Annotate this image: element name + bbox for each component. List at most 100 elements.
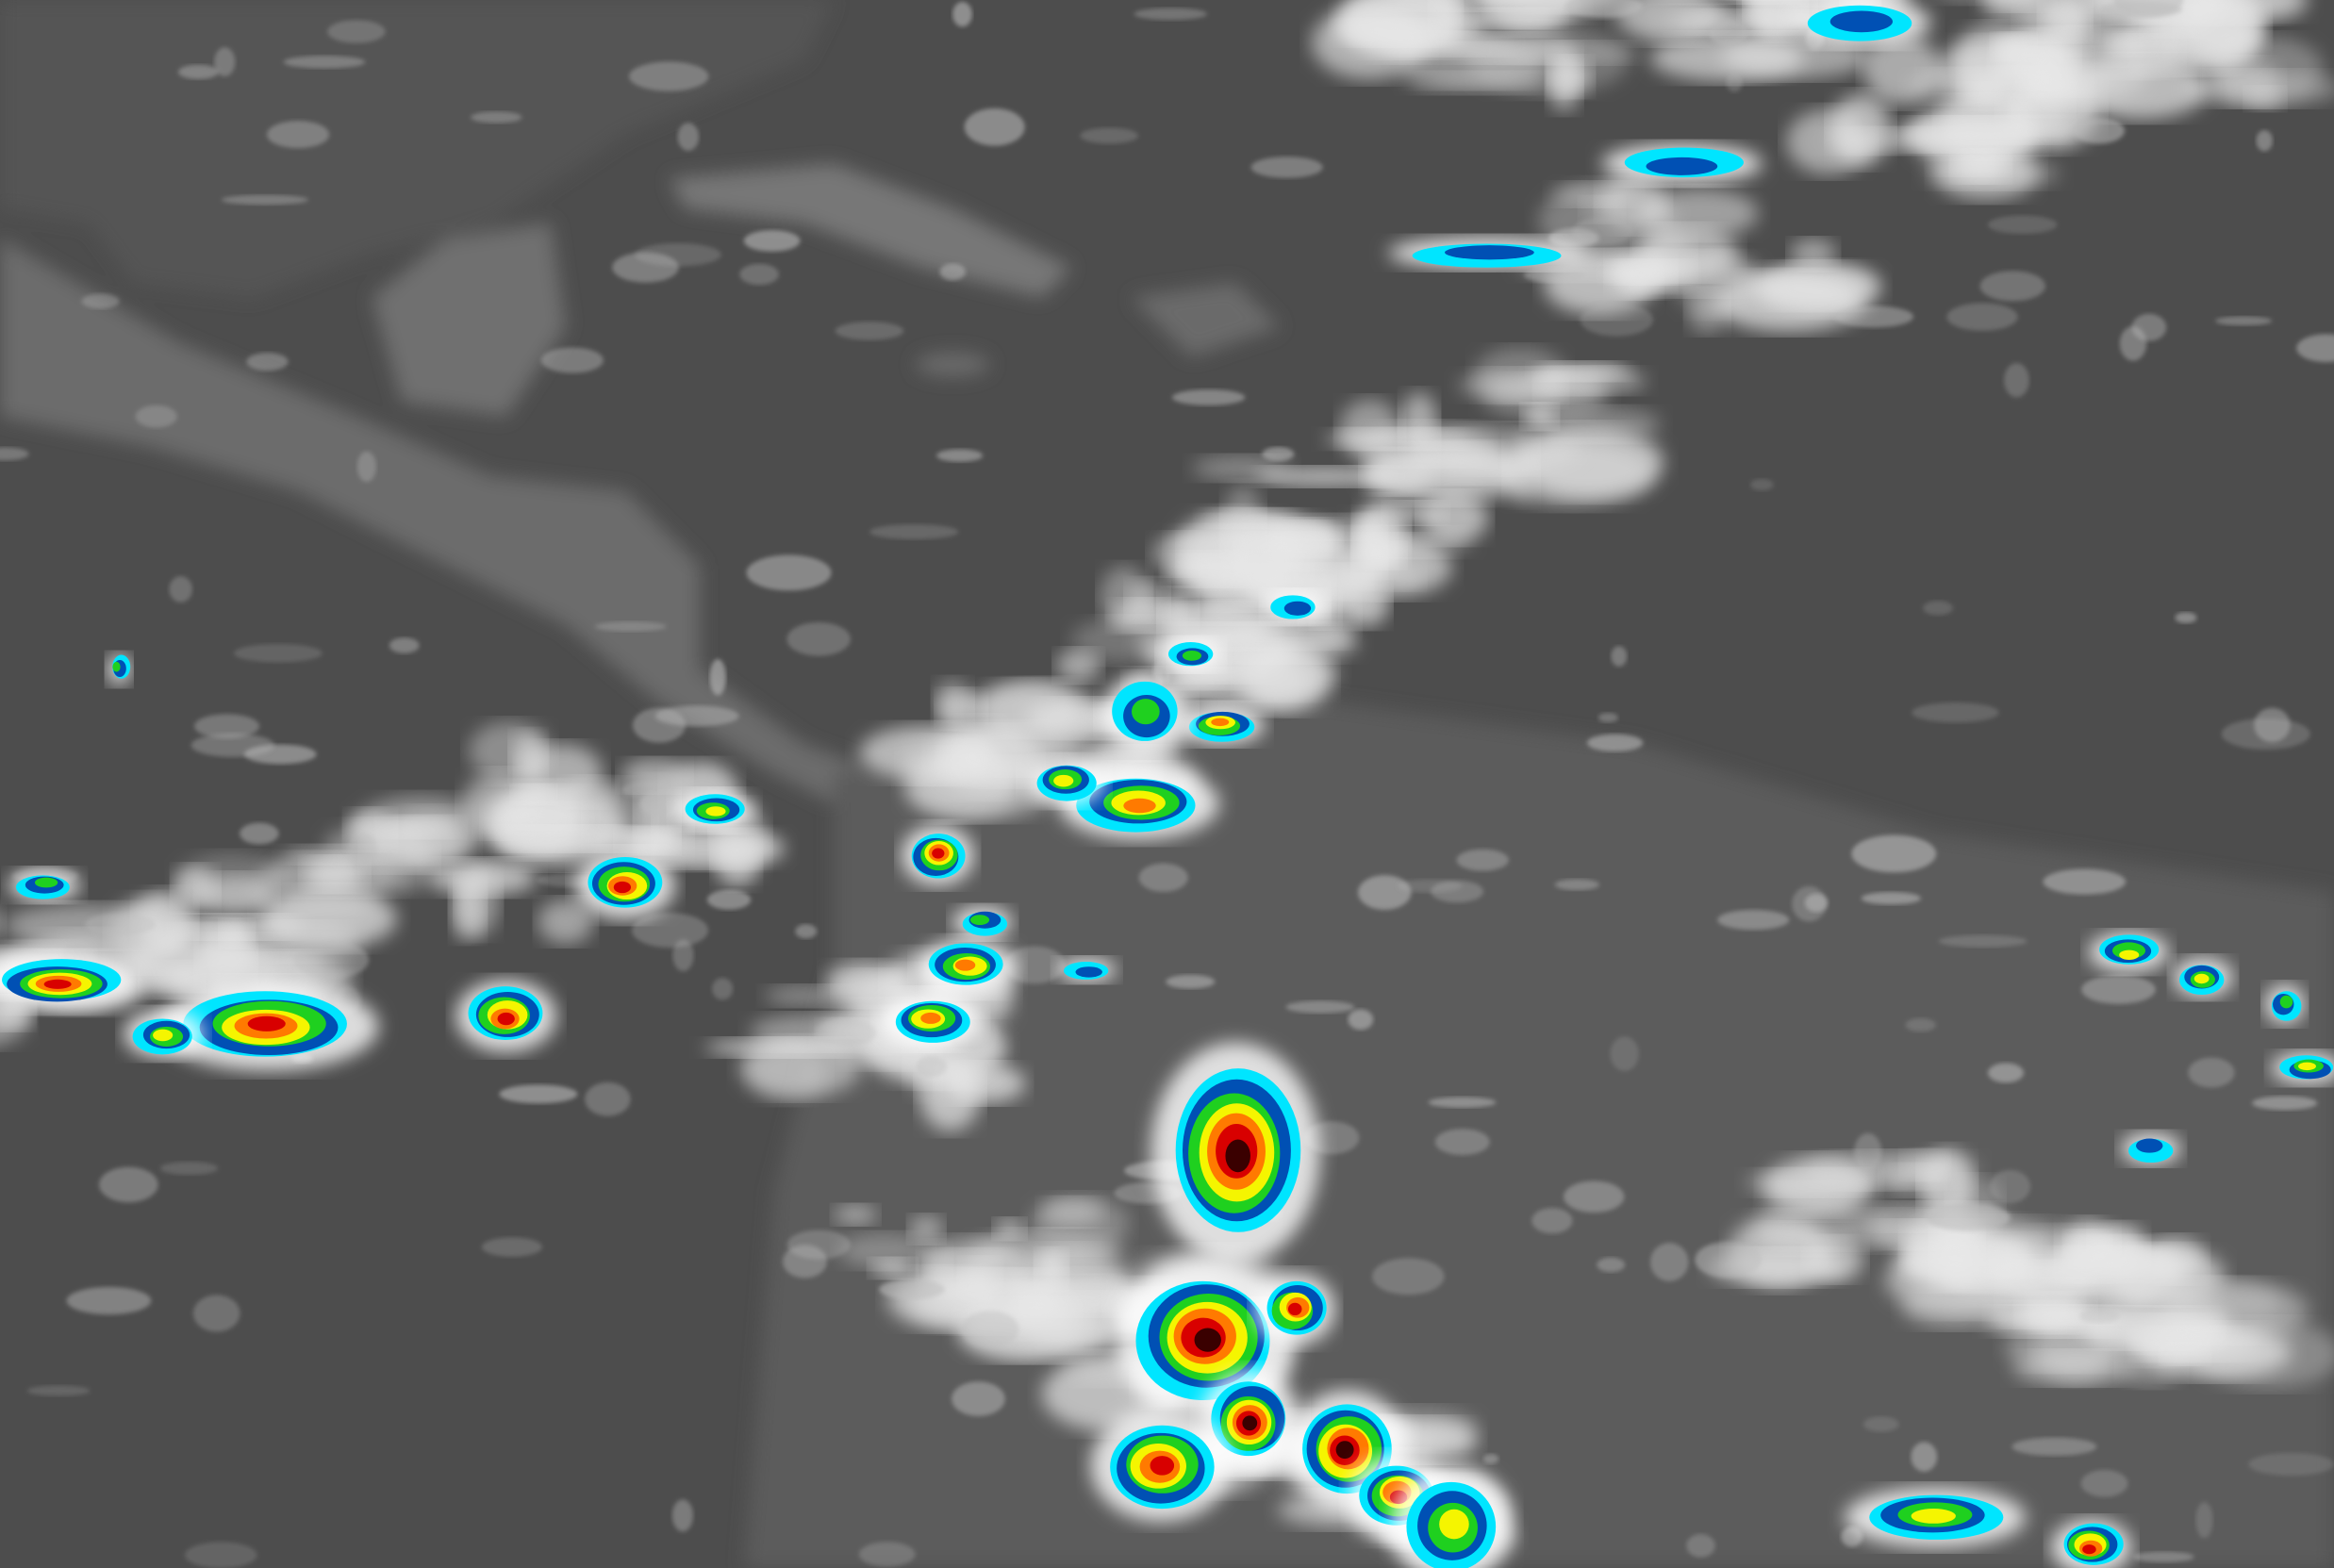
cloud-patch <box>1649 34 1804 82</box>
convective-cell <box>1265 590 1326 623</box>
convective-cell <box>1058 767 1219 840</box>
cloud-patch <box>159 1162 219 1176</box>
cloud-patch <box>764 985 849 1007</box>
convective-cell <box>2264 983 2306 1025</box>
cloud-patch <box>471 111 522 124</box>
cloud-patch <box>2162 1344 2208 1364</box>
convective-cell <box>455 980 556 1052</box>
cloud-patch <box>1851 834 1937 873</box>
cloud-patch <box>783 1245 827 1279</box>
land-jamaica <box>915 352 990 377</box>
cloud-patch <box>936 449 984 462</box>
cloud-patch <box>1834 305 1914 328</box>
cloud-patch <box>356 451 376 483</box>
convective-cell <box>1176 704 1266 745</box>
cloud-patch <box>2188 1057 2235 1088</box>
convective-cell <box>1601 143 1763 184</box>
cloud-patch <box>1644 6 1796 35</box>
land-central-america <box>0 238 923 834</box>
cloud-patch <box>1786 108 1871 174</box>
cloud-patch <box>1372 1258 1445 1296</box>
cloud-patch <box>1641 226 1738 279</box>
cloud-patch <box>838 1233 929 1268</box>
cloud-patch <box>952 1 972 27</box>
cloud-patch <box>1763 262 1881 315</box>
cloud-patch <box>2193 1321 2334 1388</box>
cloud-patch <box>364 827 435 893</box>
cloud-patch <box>1262 447 1295 461</box>
convective-cell <box>124 1010 205 1059</box>
cloud-patch <box>1358 875 1412 910</box>
cloud-patch <box>1792 885 1827 922</box>
convective-cell <box>1391 1464 1512 1568</box>
convective-cell <box>107 652 132 686</box>
cloud-patch <box>169 576 192 602</box>
cloud-patch <box>1854 1132 1882 1171</box>
cloud-patch <box>706 889 752 910</box>
cloud-patch <box>1055 649 1101 682</box>
cloud-patch <box>1905 1017 1936 1032</box>
convective-cell <box>1056 957 1117 982</box>
cloud-patch <box>347 832 378 870</box>
convective-cell <box>1150 1042 1320 1263</box>
convective-cell <box>2088 932 2169 973</box>
cloud-patch <box>635 242 721 267</box>
cloud-patch <box>499 1084 578 1104</box>
cloud-patch <box>233 644 323 663</box>
convective-cell <box>574 850 676 920</box>
cloud-patch <box>879 1279 945 1299</box>
cloud-patch <box>2252 1096 2318 1111</box>
cloud-patch <box>585 1081 631 1116</box>
cloud-patch <box>1953 25 2021 97</box>
cloud-patch <box>1580 303 1654 337</box>
cloud-patch <box>631 913 709 948</box>
cloud-patch <box>1610 1036 1639 1071</box>
cloud-patch <box>1239 644 1332 712</box>
convective-cell <box>1790 0 1931 47</box>
cloud-patch <box>2012 1351 2139 1385</box>
cloud-patch <box>712 978 734 1000</box>
cloud-patch <box>939 263 966 281</box>
cloud-patch <box>2248 1452 2334 1476</box>
cloud-patch <box>1868 1151 1981 1187</box>
cloud-patch <box>200 874 273 915</box>
cloud-patch <box>456 865 500 936</box>
cloud-patch <box>2004 363 2029 398</box>
cloud-patch <box>1253 467 1396 487</box>
cloud-patch <box>1430 0 1462 39</box>
cloud-patch <box>283 56 366 69</box>
cloud-patch <box>1456 849 1509 871</box>
convective-cell <box>0 953 141 1011</box>
convective-cell <box>1160 638 1221 671</box>
cloud-patch <box>2043 868 2127 895</box>
cloud-patch <box>1166 974 1216 989</box>
cloud-patch <box>1987 215 2058 235</box>
cloud-patch <box>594 621 667 632</box>
cloud-patch <box>1597 712 1618 723</box>
cloud-patch <box>1901 1283 2011 1329</box>
cloud-patch <box>327 20 386 43</box>
convective-cell <box>902 825 974 886</box>
cloud-patch <box>193 714 260 738</box>
cloud-patch <box>1080 127 1139 144</box>
cloud-patch <box>214 47 236 77</box>
cloud-patch <box>1934 146 2038 200</box>
cloud-patch <box>1483 1453 1499 1464</box>
cloud-patch <box>1550 182 1637 206</box>
cloud-patch <box>588 783 654 859</box>
cloud-patch <box>1275 522 1338 555</box>
cloud-patch <box>1990 1169 2031 1204</box>
cloud-patch <box>1434 1129 1490 1156</box>
cloud-patch <box>1564 0 1643 19</box>
cloud-patch <box>2101 1246 2225 1303</box>
cloud-patch <box>135 404 177 428</box>
cloud-patch <box>869 524 959 539</box>
cloud-patch <box>677 123 700 151</box>
cloud-patch <box>266 121 330 149</box>
convective-cell <box>157 982 379 1071</box>
cloud-patch <box>902 736 987 783</box>
cloud-patch <box>1717 910 1790 931</box>
cloud-patch <box>0 447 29 461</box>
